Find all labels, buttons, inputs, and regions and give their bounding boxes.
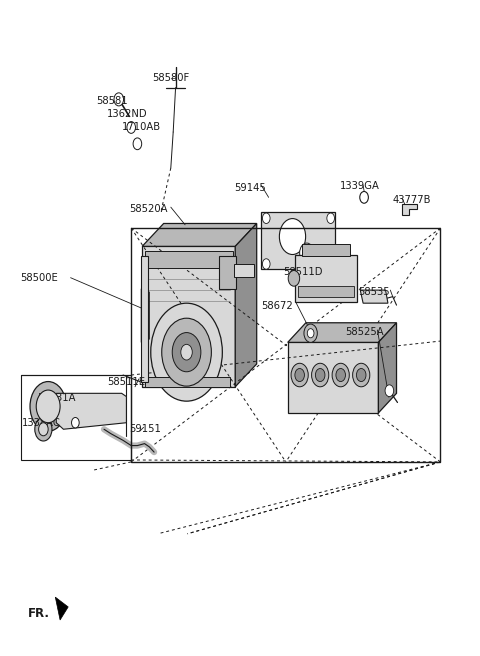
Circle shape bbox=[263, 213, 270, 224]
Ellipse shape bbox=[279, 218, 306, 255]
Circle shape bbox=[72, 417, 79, 428]
Polygon shape bbox=[142, 247, 235, 387]
Text: 58672: 58672 bbox=[262, 301, 293, 311]
Circle shape bbox=[151, 303, 222, 401]
Text: 58525A: 58525A bbox=[345, 327, 384, 337]
Polygon shape bbox=[234, 264, 254, 277]
Text: 58520A: 58520A bbox=[129, 204, 168, 214]
Circle shape bbox=[36, 390, 60, 422]
Text: 59145: 59145 bbox=[234, 183, 266, 194]
Polygon shape bbox=[262, 212, 336, 269]
Circle shape bbox=[307, 329, 314, 338]
Bar bbox=[131, 228, 441, 462]
Text: 1710AB: 1710AB bbox=[121, 122, 161, 132]
Text: 1338AC: 1338AC bbox=[22, 419, 60, 428]
Circle shape bbox=[38, 422, 48, 436]
Circle shape bbox=[336, 369, 346, 382]
Bar bbox=[22, 375, 131, 460]
Circle shape bbox=[133, 138, 142, 150]
Circle shape bbox=[288, 270, 300, 286]
Polygon shape bbox=[402, 204, 417, 215]
Text: 58500E: 58500E bbox=[21, 273, 58, 283]
Text: 58511D: 58511D bbox=[283, 268, 323, 277]
Circle shape bbox=[263, 258, 270, 269]
Text: 58581: 58581 bbox=[96, 96, 128, 106]
Ellipse shape bbox=[300, 243, 314, 262]
Polygon shape bbox=[141, 256, 148, 382]
Polygon shape bbox=[55, 597, 68, 620]
Polygon shape bbox=[142, 224, 257, 247]
Circle shape bbox=[172, 333, 201, 372]
Text: 1339GA: 1339GA bbox=[340, 180, 380, 191]
Text: 58511E: 58511E bbox=[108, 377, 145, 386]
Polygon shape bbox=[56, 394, 126, 429]
Circle shape bbox=[295, 369, 304, 382]
Polygon shape bbox=[288, 342, 378, 413]
Circle shape bbox=[327, 258, 335, 269]
Text: 1362ND: 1362ND bbox=[108, 109, 148, 119]
Circle shape bbox=[291, 363, 308, 387]
Circle shape bbox=[30, 382, 66, 431]
Polygon shape bbox=[288, 323, 396, 342]
Text: 58535: 58535 bbox=[359, 287, 390, 297]
Text: 58580F: 58580F bbox=[152, 73, 189, 83]
Text: 43777B: 43777B bbox=[393, 195, 431, 205]
Circle shape bbox=[162, 318, 211, 386]
Circle shape bbox=[357, 369, 366, 382]
Circle shape bbox=[114, 93, 123, 106]
Polygon shape bbox=[235, 224, 257, 387]
Text: 59151: 59151 bbox=[129, 424, 161, 434]
Text: FR.: FR. bbox=[28, 607, 49, 620]
Polygon shape bbox=[218, 256, 236, 289]
Circle shape bbox=[315, 369, 325, 382]
Circle shape bbox=[35, 417, 52, 441]
Circle shape bbox=[353, 363, 370, 387]
Circle shape bbox=[385, 385, 394, 397]
Polygon shape bbox=[144, 251, 233, 268]
Circle shape bbox=[312, 363, 329, 387]
Polygon shape bbox=[298, 285, 354, 297]
Circle shape bbox=[327, 213, 335, 224]
Circle shape bbox=[181, 344, 192, 360]
Polygon shape bbox=[141, 289, 149, 342]
Circle shape bbox=[332, 363, 349, 387]
Polygon shape bbox=[144, 377, 230, 387]
Polygon shape bbox=[295, 255, 357, 302]
Polygon shape bbox=[302, 245, 350, 256]
Circle shape bbox=[304, 324, 317, 342]
Polygon shape bbox=[378, 323, 396, 413]
Polygon shape bbox=[360, 290, 388, 303]
Circle shape bbox=[360, 192, 368, 203]
Text: 58531A: 58531A bbox=[37, 393, 76, 403]
Circle shape bbox=[127, 121, 135, 133]
